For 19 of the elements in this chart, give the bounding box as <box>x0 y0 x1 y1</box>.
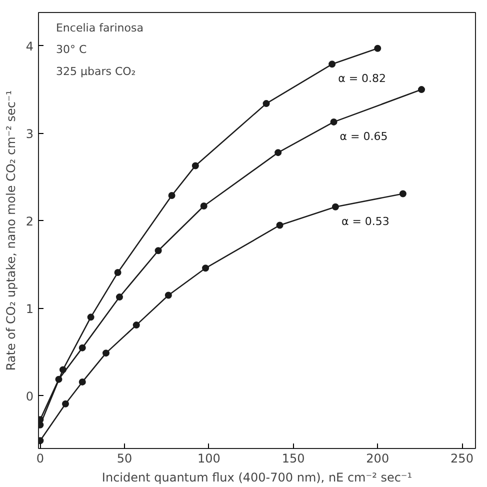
y-tick-label: 3 <box>26 126 34 141</box>
annotation: 325 μbars CO₂ <box>56 64 136 78</box>
x-tick-label: 50 <box>116 452 132 466</box>
x-tick-label: 100 <box>197 452 220 466</box>
series-label: α = 0.53 <box>341 214 390 228</box>
y-axis-title: Rate of CO₂ uptake, nano mole CO₂ cm⁻² sec⁻¹ <box>4 90 18 371</box>
y-tick-label: 1 <box>26 302 34 316</box>
x-axis-title: Incident quantum flux (400-700 nm), nE cm⁻² sec⁻¹ <box>102 470 412 484</box>
y-tick-label: 0 <box>26 389 34 404</box>
series-label: α = 0.65 <box>340 130 388 143</box>
y-tick-label: 2 <box>26 214 34 228</box>
annotation: Encelia farinosa <box>56 21 144 34</box>
y-tick-label: 4 <box>26 39 34 54</box>
x-tick-label: 150 <box>282 452 305 466</box>
series-label: α = 0.82 <box>338 72 386 86</box>
x-tick-label: 0 <box>36 452 44 466</box>
annotation: 30° C <box>56 43 87 56</box>
x-tick-label: 250 <box>450 452 474 466</box>
x-tick-label: 200 <box>366 452 390 466</box>
